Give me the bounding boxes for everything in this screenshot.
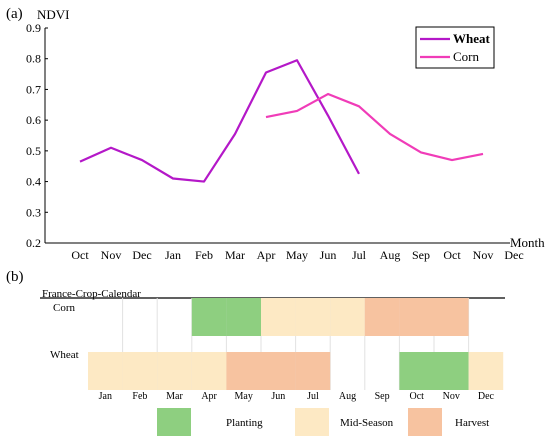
series-line-corn	[265, 92, 484, 162]
calendar-month-label: Aug	[339, 391, 356, 402]
calendar-month-label: Dec	[478, 391, 495, 402]
x-tick-label: Oct	[71, 248, 89, 262]
calendar-cell	[364, 298, 400, 336]
calendar-legend-swatch	[295, 408, 329, 436]
calendar-month-label: Apr	[201, 391, 217, 402]
series-line-wheat	[79, 59, 360, 183]
calendar-legend-label: Mid-Season	[340, 417, 394, 429]
panel-a-label: (a)	[6, 6, 23, 22]
legend-label: Wheat	[453, 31, 491, 46]
y-tick-label: 0.5	[26, 144, 41, 158]
calendar-month-label: May	[235, 391, 253, 402]
x-tick-label: Nov	[101, 248, 122, 262]
calendar-cell	[191, 352, 227, 390]
calendar-cell	[434, 352, 469, 390]
calendar-month-label: Feb	[132, 391, 147, 402]
calendar-cell	[122, 352, 158, 390]
calendar-cell	[295, 352, 331, 390]
x-tick-label: Feb	[195, 248, 213, 262]
ndvi-line-chart: 0.2 0.3 0.4 0.5 0.6 0.7 0.8 0.9 Oct Nov Dec Jan Feb M…	[26, 21, 524, 262]
calendar-legend-swatch	[408, 408, 442, 436]
x-tick-label: Jul	[352, 248, 367, 262]
y-axis-label: NDVI	[37, 7, 70, 22]
calendar-cell	[261, 352, 296, 390]
x-tick-label: Oct	[443, 248, 461, 262]
x-tick-label: Jan	[165, 248, 181, 262]
calendar-row-label: Corn	[53, 302, 76, 314]
x-tick-label: Dec	[504, 248, 523, 262]
x-tick-label: Apr	[257, 248, 276, 262]
x-tick-label: Aug	[380, 248, 401, 262]
y-tick-label: 0.6	[26, 113, 41, 127]
calendar-cell	[226, 352, 261, 390]
calendar-cell	[88, 352, 123, 390]
calendar-cell	[157, 352, 192, 390]
y-tick-label: 0.8	[26, 52, 41, 66]
panel-b-label: (b)	[6, 269, 24, 285]
calendar-month-label: Oct	[409, 391, 424, 402]
x-tick-label: May	[286, 248, 308, 262]
calendar-cell	[191, 298, 227, 336]
calendar-title: France-Crop-Calendar	[42, 288, 141, 300]
x-tick-label: Dec	[132, 248, 151, 262]
calendar-month-label: Nov	[443, 391, 460, 402]
legend-label: Corn	[453, 49, 480, 64]
crop-calendar: France-Crop-Calendar Corn Wheat Jan Feb Mar Ap…	[40, 288, 505, 436]
calendar-cell	[295, 298, 331, 336]
calendar-legend-swatch	[157, 408, 191, 436]
x-axis-label: Month	[510, 235, 545, 250]
y-tick-label: 0.3	[26, 205, 41, 219]
calendar-month-label: Sep	[375, 391, 390, 402]
y-tick-label: 0.9	[26, 21, 41, 35]
calendar-cell	[399, 298, 434, 336]
chart-legend	[415, 26, 495, 69]
calendar-cell	[261, 298, 296, 336]
calendar-month-label: Jul	[307, 391, 319, 402]
y-tick-label: 0.7	[26, 82, 41, 96]
calendar-cell	[330, 298, 365, 336]
calendar-cell	[434, 298, 469, 336]
y-tick-label: 0.2	[26, 236, 41, 250]
y-tick-label: 0.4	[26, 175, 41, 189]
x-tick-label: Nov	[473, 248, 494, 262]
calendar-month-label: Jun	[271, 391, 285, 402]
calendar-row-label: Wheat	[50, 349, 79, 361]
x-tick-label: Sep	[412, 248, 430, 262]
calendar-legend-label: Harvest	[455, 417, 489, 429]
calendar-legend-label: Planting	[226, 417, 263, 429]
calendar-month-label: Jan	[99, 391, 112, 402]
calendar-cell	[399, 352, 434, 390]
x-tick-label: Mar	[225, 248, 245, 262]
calendar-cell	[468, 352, 504, 390]
calendar-cell	[226, 298, 261, 336]
calendar-month-label: Mar	[166, 391, 183, 402]
x-tick-label: Jun	[320, 248, 337, 262]
